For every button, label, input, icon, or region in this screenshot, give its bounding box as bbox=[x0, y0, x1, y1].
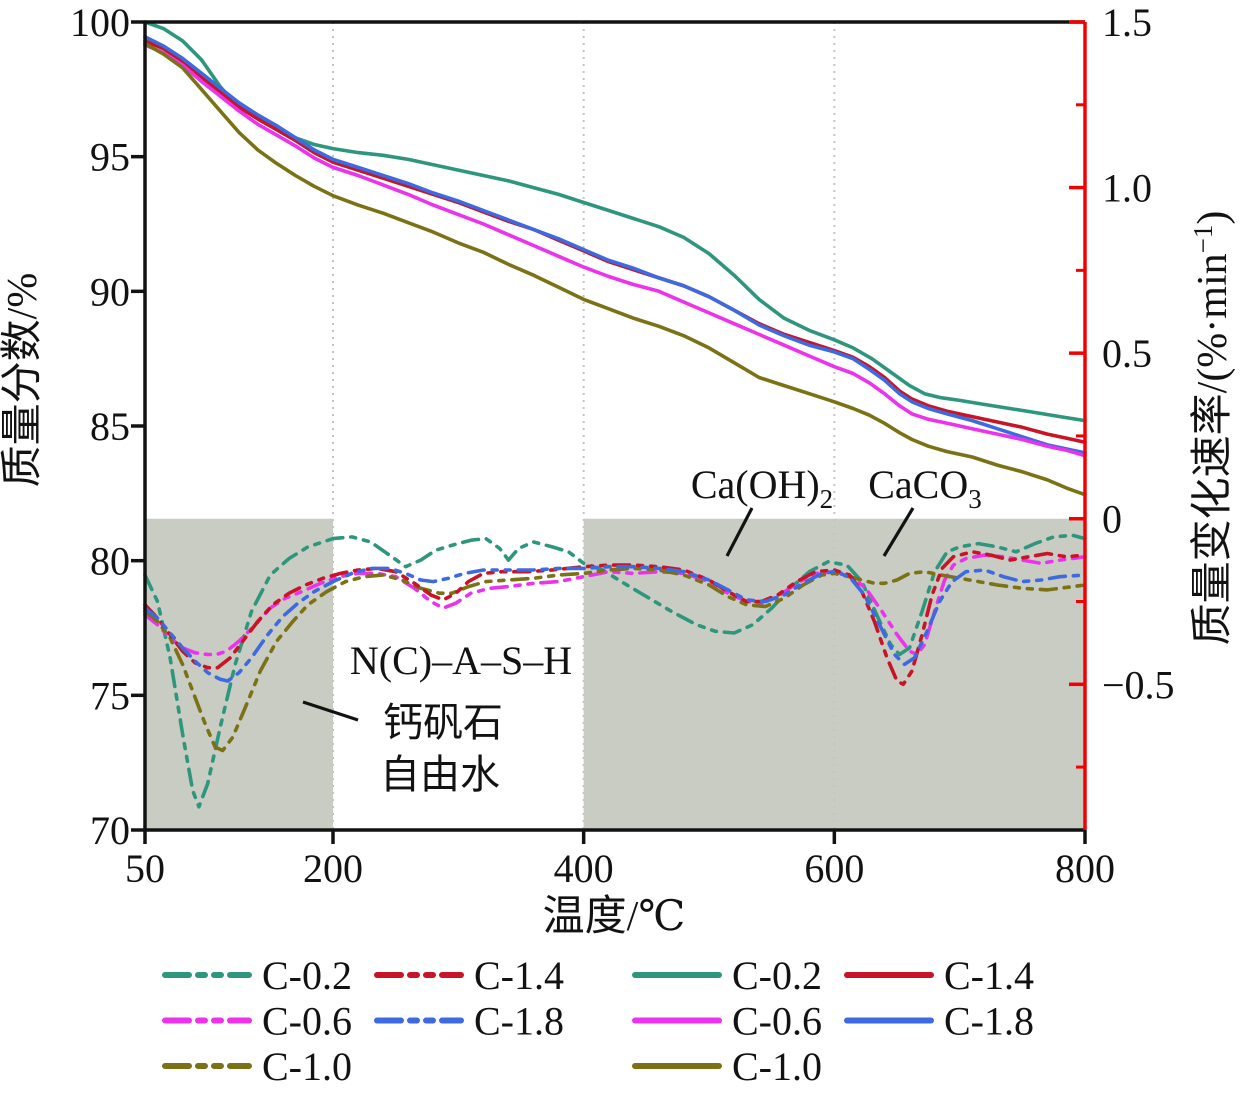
nash-leader-line bbox=[302, 700, 359, 722]
x-tick-label-50: 50 bbox=[125, 846, 165, 891]
legend-label-solid-C-1.4: C-1.4 bbox=[944, 953, 1034, 998]
x-tick-label-400: 400 bbox=[554, 846, 614, 891]
annotation-ca-oh-2: Ca(OH)2 bbox=[691, 462, 833, 514]
annotation-ca-co-3: CaCO3 bbox=[868, 462, 982, 514]
legend-label-solid-C-0.6: C-0.6 bbox=[732, 999, 822, 1044]
y-right-axis-title: 质量变化速率/(%·min−1) bbox=[1188, 211, 1236, 646]
y-right-tick-label-1.5: 1.5 bbox=[1102, 0, 1152, 45]
tg-curve-C-1.0 bbox=[143, 41, 1087, 497]
gridlines bbox=[332, 22, 836, 830]
y-right-tick-label-1: 1.0 bbox=[1102, 166, 1152, 211]
y-left-tick-label-95: 95 bbox=[90, 135, 130, 180]
legend-label-dash-dot-dot-C-1.4: C-1.4 bbox=[474, 953, 564, 998]
legend-label-dash-dot-dot-C-1.0: C-1.0 bbox=[262, 1044, 352, 1089]
tg-curve-C-1.8 bbox=[143, 34, 1087, 455]
annotation-free-water: 自由水 bbox=[380, 752, 500, 797]
x-tick-label-600: 600 bbox=[804, 846, 864, 891]
annotation-nash: N(C)–A–S–H bbox=[350, 638, 572, 683]
curves bbox=[143, 20, 1087, 809]
tg-curve-C-0.6 bbox=[143, 43, 1087, 458]
y-left-tick-label-100: 100 bbox=[70, 0, 130, 45]
dtg-curve-C-1.0 bbox=[143, 566, 1087, 753]
legend-label-solid-C-0.2: C-0.2 bbox=[732, 953, 822, 998]
dtg-curve-C-0.2 bbox=[143, 533, 1087, 809]
legend-label-dash-dot-dot-C-0.6: C-0.6 bbox=[262, 999, 352, 1044]
legend-label-solid-C-1.8: C-1.8 bbox=[944, 999, 1034, 1044]
y-right-title-superscript: −1 bbox=[1188, 225, 1218, 254]
ca-oh-2-leader-line bbox=[725, 507, 754, 557]
y-left-axis-title: 质量分数/% bbox=[0, 273, 46, 488]
y-right-title-end: ) bbox=[1190, 211, 1236, 225]
x-axis-title: 温度/℃ bbox=[543, 894, 686, 940]
legend-label-dash-dot-dot-C-1.8: C-1.8 bbox=[474, 999, 564, 1044]
dtg-curve-C-1.8 bbox=[143, 564, 1087, 683]
ca-co-3-subscript: 3 bbox=[968, 484, 982, 514]
ca-oh-2-base: Ca(OH) bbox=[691, 462, 820, 507]
y-left-tick-label-70: 70 bbox=[90, 808, 130, 853]
y-right-title-base: 质量变化速率/(%·min bbox=[1189, 253, 1236, 645]
tg-curve-C-0.2 bbox=[143, 20, 1087, 423]
axis-ticks bbox=[131, 20, 1087, 844]
y-right-tick-label-0: 0 bbox=[1102, 497, 1122, 542]
x-tick-label-200: 200 bbox=[303, 846, 363, 891]
legend: C-0.2C-0.6C-1.0C-1.4C-1.8C-0.2C-0.6C-1.0… bbox=[162, 953, 1034, 1089]
y-right-tick-label--0.5: −0.5 bbox=[1102, 662, 1175, 707]
y-right-tick-label-0.5: 0.5 bbox=[1102, 331, 1152, 376]
legend-label-dash-dot-dot-C-0.2: C-0.2 bbox=[262, 953, 352, 998]
y-left-tick-label-80: 80 bbox=[90, 539, 130, 584]
ca-co-3-base: CaCO bbox=[868, 462, 968, 507]
annotation-ettringite: 钙矾石 bbox=[383, 700, 503, 745]
legend-label-solid-C-1.0: C-1.0 bbox=[732, 1044, 822, 1089]
ca-oh-2-subscript: 2 bbox=[820, 484, 834, 514]
y-left-tick-label-90: 90 bbox=[90, 269, 130, 314]
ca-co-3-leader-line bbox=[882, 507, 915, 557]
tg-curve-C-1.4 bbox=[143, 39, 1087, 445]
x-tick-label-800: 800 bbox=[1055, 846, 1115, 891]
y-left-tick-label-75: 75 bbox=[90, 673, 130, 718]
y-left-tick-label-85: 85 bbox=[90, 404, 130, 449]
